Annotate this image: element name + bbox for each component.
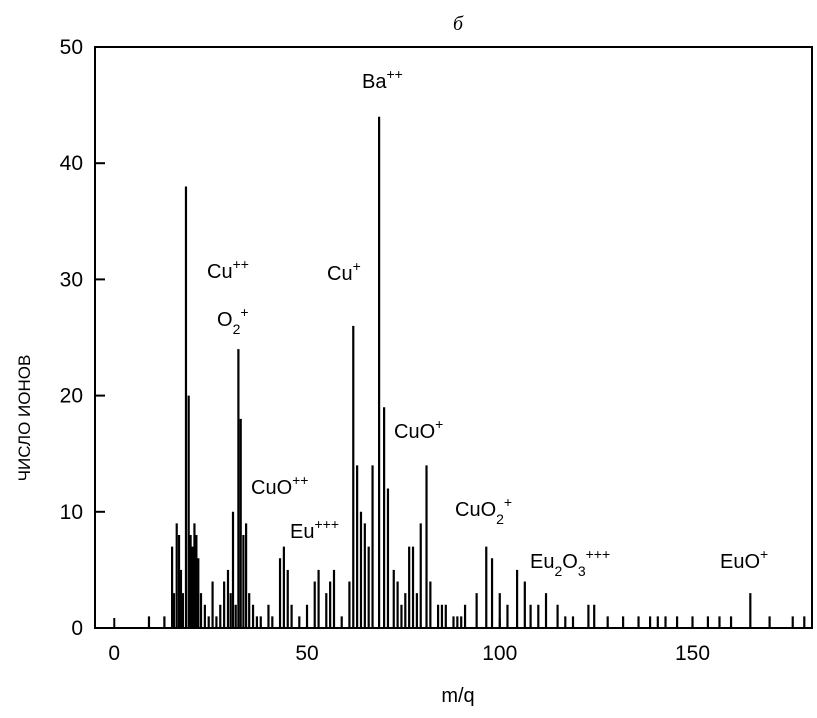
plot-frame	[94, 46, 813, 629]
annotation-part: +	[240, 304, 248, 320]
y-axis-label: ЧИСЛО ИОНОВ	[15, 355, 34, 482]
annotation-part: CuO	[251, 477, 292, 499]
peak-annotation: Ba++	[362, 66, 403, 93]
annotation-part: 2	[233, 321, 241, 337]
y-tick-label: 50	[60, 36, 83, 59]
annotation-part: +++	[586, 546, 611, 562]
annotation-part: +	[760, 546, 768, 562]
annotation-part: 3	[578, 563, 586, 579]
peak-annotation: CuO++	[251, 472, 308, 499]
annotation-part: Cu	[207, 261, 233, 283]
peak-annotation: CuO+	[394, 416, 443, 443]
annotation-part: Eu	[530, 551, 554, 573]
x-tick-label: 100	[482, 642, 517, 665]
annotation-part: CuO	[394, 421, 435, 443]
annotation-part: Eu	[290, 521, 314, 543]
annotation-part: +++	[314, 516, 339, 532]
y-tick-label: 10	[60, 501, 83, 524]
x-tick-label: 150	[675, 642, 710, 665]
y-tick-label: 0	[71, 617, 83, 640]
annotation-part: CuO	[455, 499, 496, 521]
x-axis-label: m/q	[441, 685, 474, 707]
peak-annotation: Cu++	[207, 256, 249, 283]
annotation-part: Ba	[362, 71, 387, 93]
annotation-part: EuO	[720, 551, 760, 573]
annotation-part: Cu	[327, 263, 353, 285]
annotation-part: ++	[292, 472, 308, 488]
annotation-part: +	[435, 416, 443, 432]
peak-annotation: Eu2O3+++	[530, 546, 610, 579]
y-tick-label: 30	[60, 268, 83, 291]
annotation-part: 2	[554, 563, 562, 579]
peak-annotation: EuO+	[720, 546, 768, 573]
y-tick-label: 20	[60, 385, 83, 408]
peak-annotation: Eu+++	[290, 516, 339, 543]
chart-title: б	[453, 13, 464, 35]
y-tick-label: 40	[60, 152, 83, 175]
annotation-part: ++	[233, 256, 249, 272]
annotation-part: +	[353, 258, 361, 274]
annotation-part: +	[504, 494, 512, 510]
peak-annotation: CuO2+	[455, 494, 512, 527]
x-tick-label: 50	[295, 642, 318, 665]
annotation-part: 2	[496, 511, 504, 527]
peak-annotation: O2+	[217, 304, 249, 337]
annotation-part: O	[562, 551, 578, 573]
x-tick-label: 0	[108, 642, 120, 665]
annotation-part: O	[217, 309, 233, 331]
peak-annotation: Cu+	[327, 258, 361, 285]
annotation-part: ++	[386, 66, 402, 82]
